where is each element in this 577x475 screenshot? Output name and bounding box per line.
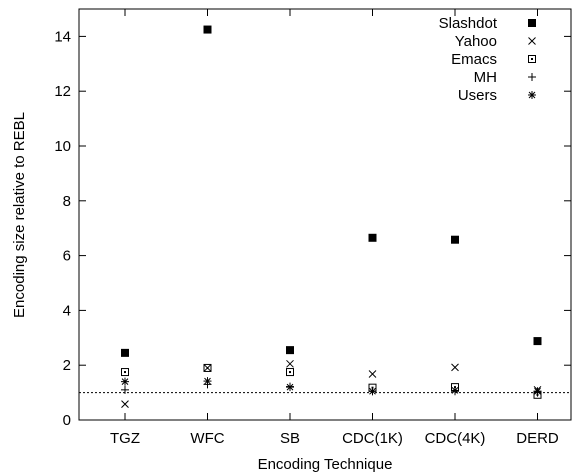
marker-shape [528,91,536,99]
plot-frame [78,8,572,421]
legend-label-mh: MH [474,69,497,86]
legend-label-users: Users [458,87,497,104]
y-tick-label: 0 [63,412,71,429]
marker-shape [528,19,536,27]
point-yahoo [451,363,459,372]
marker-shape [121,400,129,408]
marker-shape [528,37,536,45]
legend-label-yahoo: Yahoo [455,33,497,50]
marker-shape [121,348,129,357]
x-tick-label: DERD [516,430,559,447]
marker-shape [368,370,377,378]
legend-marker-slashdot [528,19,536,27]
legend-marker-mh [528,73,536,81]
point-slashdot [203,25,212,34]
marker-shape [121,368,129,377]
y-tick-label: 4 [63,302,71,319]
point-yahoo [121,400,129,408]
marker-shape [451,363,459,372]
marker-shape [533,337,542,346]
point-yahoo [286,359,294,368]
point-slashdot [451,235,459,244]
point-users [451,386,459,395]
point-slashdot [286,346,294,355]
point-users [121,377,129,386]
point-users [533,387,542,396]
y-tick-label: 6 [63,248,71,265]
marker-shape [124,371,126,374]
point-slashdot [368,233,377,242]
legend-marker-users [528,91,536,99]
y-tick-label: 10 [54,138,71,155]
y-tick-label: 12 [54,83,71,100]
point-emacs [286,368,294,377]
marker-shape [368,233,377,242]
marker-shape [286,383,294,391]
x-axis-ticks: TGZ WFC SB CDC(1K) CDC(4K) DERD [110,9,559,447]
point-yahoo [368,370,377,378]
y-axis-ticks: 0 2 4 6 8 10 12 14 [54,28,571,429]
marker-shape [286,346,294,355]
marker-shape [121,378,129,385]
marker-shape [286,368,294,377]
legend-label-emacs: Emacs [451,51,497,68]
marker-shape [451,387,459,394]
y-tick-label: 8 [63,193,71,210]
marker-shape [203,363,212,372]
point-emacs [121,368,129,377]
legend-marker-yahoo [528,37,536,45]
marker-shape [531,58,533,60]
x-tick-label: WFC [190,430,224,447]
data-points [121,25,542,408]
point-users [203,377,212,386]
marker-shape [203,25,212,34]
marker-shape [289,371,291,374]
point-slashdot [533,337,542,346]
y-tick-label: 2 [63,357,71,374]
legend-marker-emacs [528,55,536,63]
point-users [368,387,377,396]
point-users [286,383,294,392]
y-axis-label: Encoding size relative to REBL [11,112,28,318]
x-tick-label: CDC(1K) [342,430,403,447]
marker-shape [206,366,209,369]
x-axis-label: Encoding Technique [258,456,393,473]
marker-shape [286,359,294,368]
marker-shape [369,387,376,395]
point-slashdot [121,348,129,357]
marker-shape [528,55,536,63]
legend-label-slashdot: Slashdot [439,15,498,32]
x-tick-label: CDC(4K) [425,430,486,447]
marker-shape [451,235,459,244]
marker-shape [204,377,211,385]
x-tick-label: TGZ [110,430,140,447]
y-tick-label: 14 [54,28,71,45]
point-emacs [203,363,212,372]
marker-shape [534,387,541,395]
x-tick-label: SB [280,430,300,447]
point-mh [121,385,129,394]
